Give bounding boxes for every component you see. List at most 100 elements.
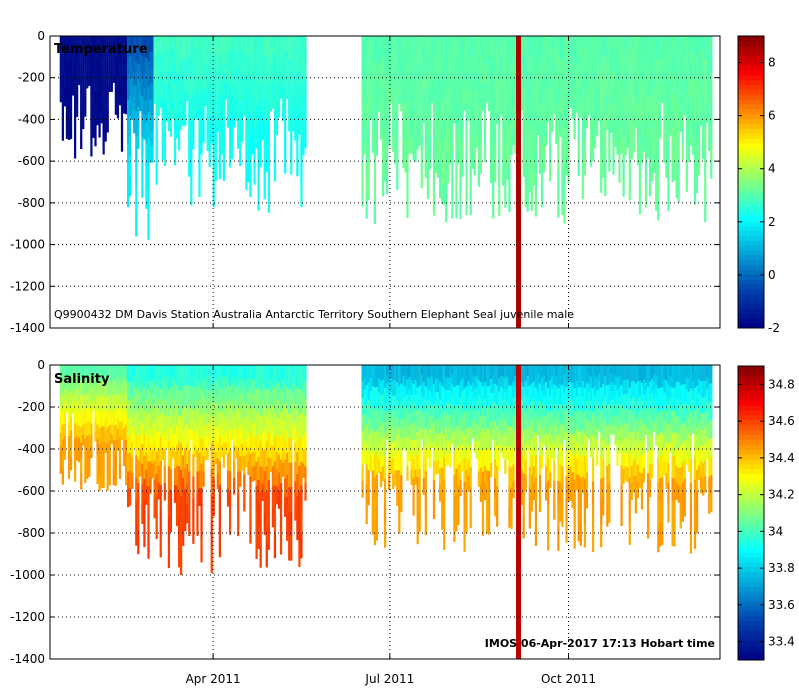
profile-cell xyxy=(461,444,464,459)
profile-cell xyxy=(175,36,179,50)
profile-cell xyxy=(508,486,511,508)
profile-cell xyxy=(616,65,619,81)
profile-cell xyxy=(520,399,523,418)
colorbar-swatch xyxy=(738,313,764,319)
profile-cell xyxy=(432,441,436,462)
profile-cell xyxy=(222,162,226,181)
profile-cell xyxy=(212,121,215,143)
profile-cell xyxy=(659,61,662,75)
profile-cell xyxy=(98,48,101,62)
profile-cell xyxy=(669,419,672,431)
profile-cell xyxy=(245,93,248,114)
profile-cell xyxy=(697,157,701,176)
profile-cell xyxy=(610,84,613,97)
profile-cell xyxy=(90,388,93,401)
profile-cell xyxy=(412,113,415,130)
profile-cell xyxy=(630,381,633,399)
profile-cell xyxy=(477,395,480,411)
profile-cell xyxy=(553,65,556,76)
profile-cell xyxy=(196,56,199,68)
profile-cell xyxy=(430,77,434,87)
profile-cell xyxy=(145,399,148,418)
profile-cell xyxy=(220,445,224,458)
profile-cell xyxy=(233,478,236,495)
profile-cell xyxy=(685,55,688,76)
profile-cell xyxy=(190,57,193,79)
profile-cell xyxy=(598,67,601,79)
profile-cell xyxy=(487,101,491,112)
profile-cell xyxy=(124,104,128,115)
profile-cell xyxy=(528,487,531,509)
profile-cell xyxy=(288,535,291,561)
profile-cell xyxy=(241,36,244,50)
profile-cell xyxy=(624,110,627,126)
profile-cell xyxy=(459,36,462,60)
profile-cell xyxy=(608,443,611,464)
profile-cell xyxy=(373,106,376,131)
profile-cell xyxy=(67,407,71,423)
profile-cell xyxy=(587,411,591,421)
profile-cell xyxy=(598,373,601,382)
profile-cell xyxy=(524,365,527,382)
profile-cell xyxy=(122,45,126,56)
profile-cell xyxy=(577,519,580,542)
profile-cell xyxy=(182,80,185,93)
profile-cell xyxy=(463,63,466,74)
profile-cell xyxy=(587,36,591,47)
profile-cell xyxy=(228,36,232,53)
profile-cell xyxy=(104,408,107,421)
profile-cell xyxy=(430,437,434,448)
profile-cell xyxy=(365,384,368,406)
profile-cell xyxy=(167,466,171,493)
profile-cell xyxy=(496,365,499,386)
profile-cell xyxy=(677,382,680,400)
profile-cell xyxy=(455,36,458,60)
profile-cell xyxy=(120,374,124,384)
profile-cell xyxy=(186,503,189,524)
profile-cell xyxy=(143,113,146,127)
profile-cell xyxy=(616,365,619,378)
profile-cell xyxy=(626,438,629,454)
profile-cell xyxy=(394,425,397,441)
profile-cell xyxy=(86,407,89,423)
profile-cell xyxy=(71,377,75,384)
profile-cell xyxy=(600,456,603,480)
profile-cell xyxy=(463,365,466,389)
profile-cell xyxy=(665,36,668,54)
profile-cell xyxy=(127,489,130,508)
profile-cell xyxy=(222,441,226,455)
profile-cell xyxy=(114,425,118,441)
profile-cell xyxy=(73,423,77,439)
profile-cell xyxy=(286,51,289,60)
profile-cell xyxy=(159,413,162,438)
profile-cell xyxy=(253,54,256,74)
profile-cell xyxy=(165,375,168,386)
profile-cell xyxy=(508,123,511,147)
profile-cell xyxy=(279,435,283,460)
profile-cell xyxy=(269,458,272,473)
profile-cell xyxy=(508,466,511,488)
profile-cell xyxy=(210,129,213,144)
colorbar-swatch xyxy=(738,464,764,470)
profile-cell xyxy=(489,449,493,464)
profile-cell xyxy=(457,424,460,446)
profile-cell xyxy=(667,502,670,523)
profile-cell xyxy=(300,485,303,511)
profile-cell xyxy=(561,192,564,216)
profile-cell xyxy=(177,390,181,416)
profile-cell xyxy=(302,379,305,394)
profile-cell xyxy=(216,83,219,97)
profile-cell xyxy=(108,70,111,79)
profile-cell xyxy=(390,44,393,54)
profile-cell xyxy=(438,484,442,502)
profile-cell xyxy=(642,64,646,80)
profile-cell xyxy=(534,523,538,546)
profile-cell xyxy=(220,50,224,66)
profile-cell xyxy=(73,36,77,52)
profile-cell xyxy=(200,109,203,125)
profile-cell xyxy=(538,420,542,439)
profile-cell xyxy=(636,132,640,150)
profile-cell xyxy=(606,445,609,467)
profile-cell xyxy=(390,459,393,474)
profile-cell xyxy=(243,85,246,97)
